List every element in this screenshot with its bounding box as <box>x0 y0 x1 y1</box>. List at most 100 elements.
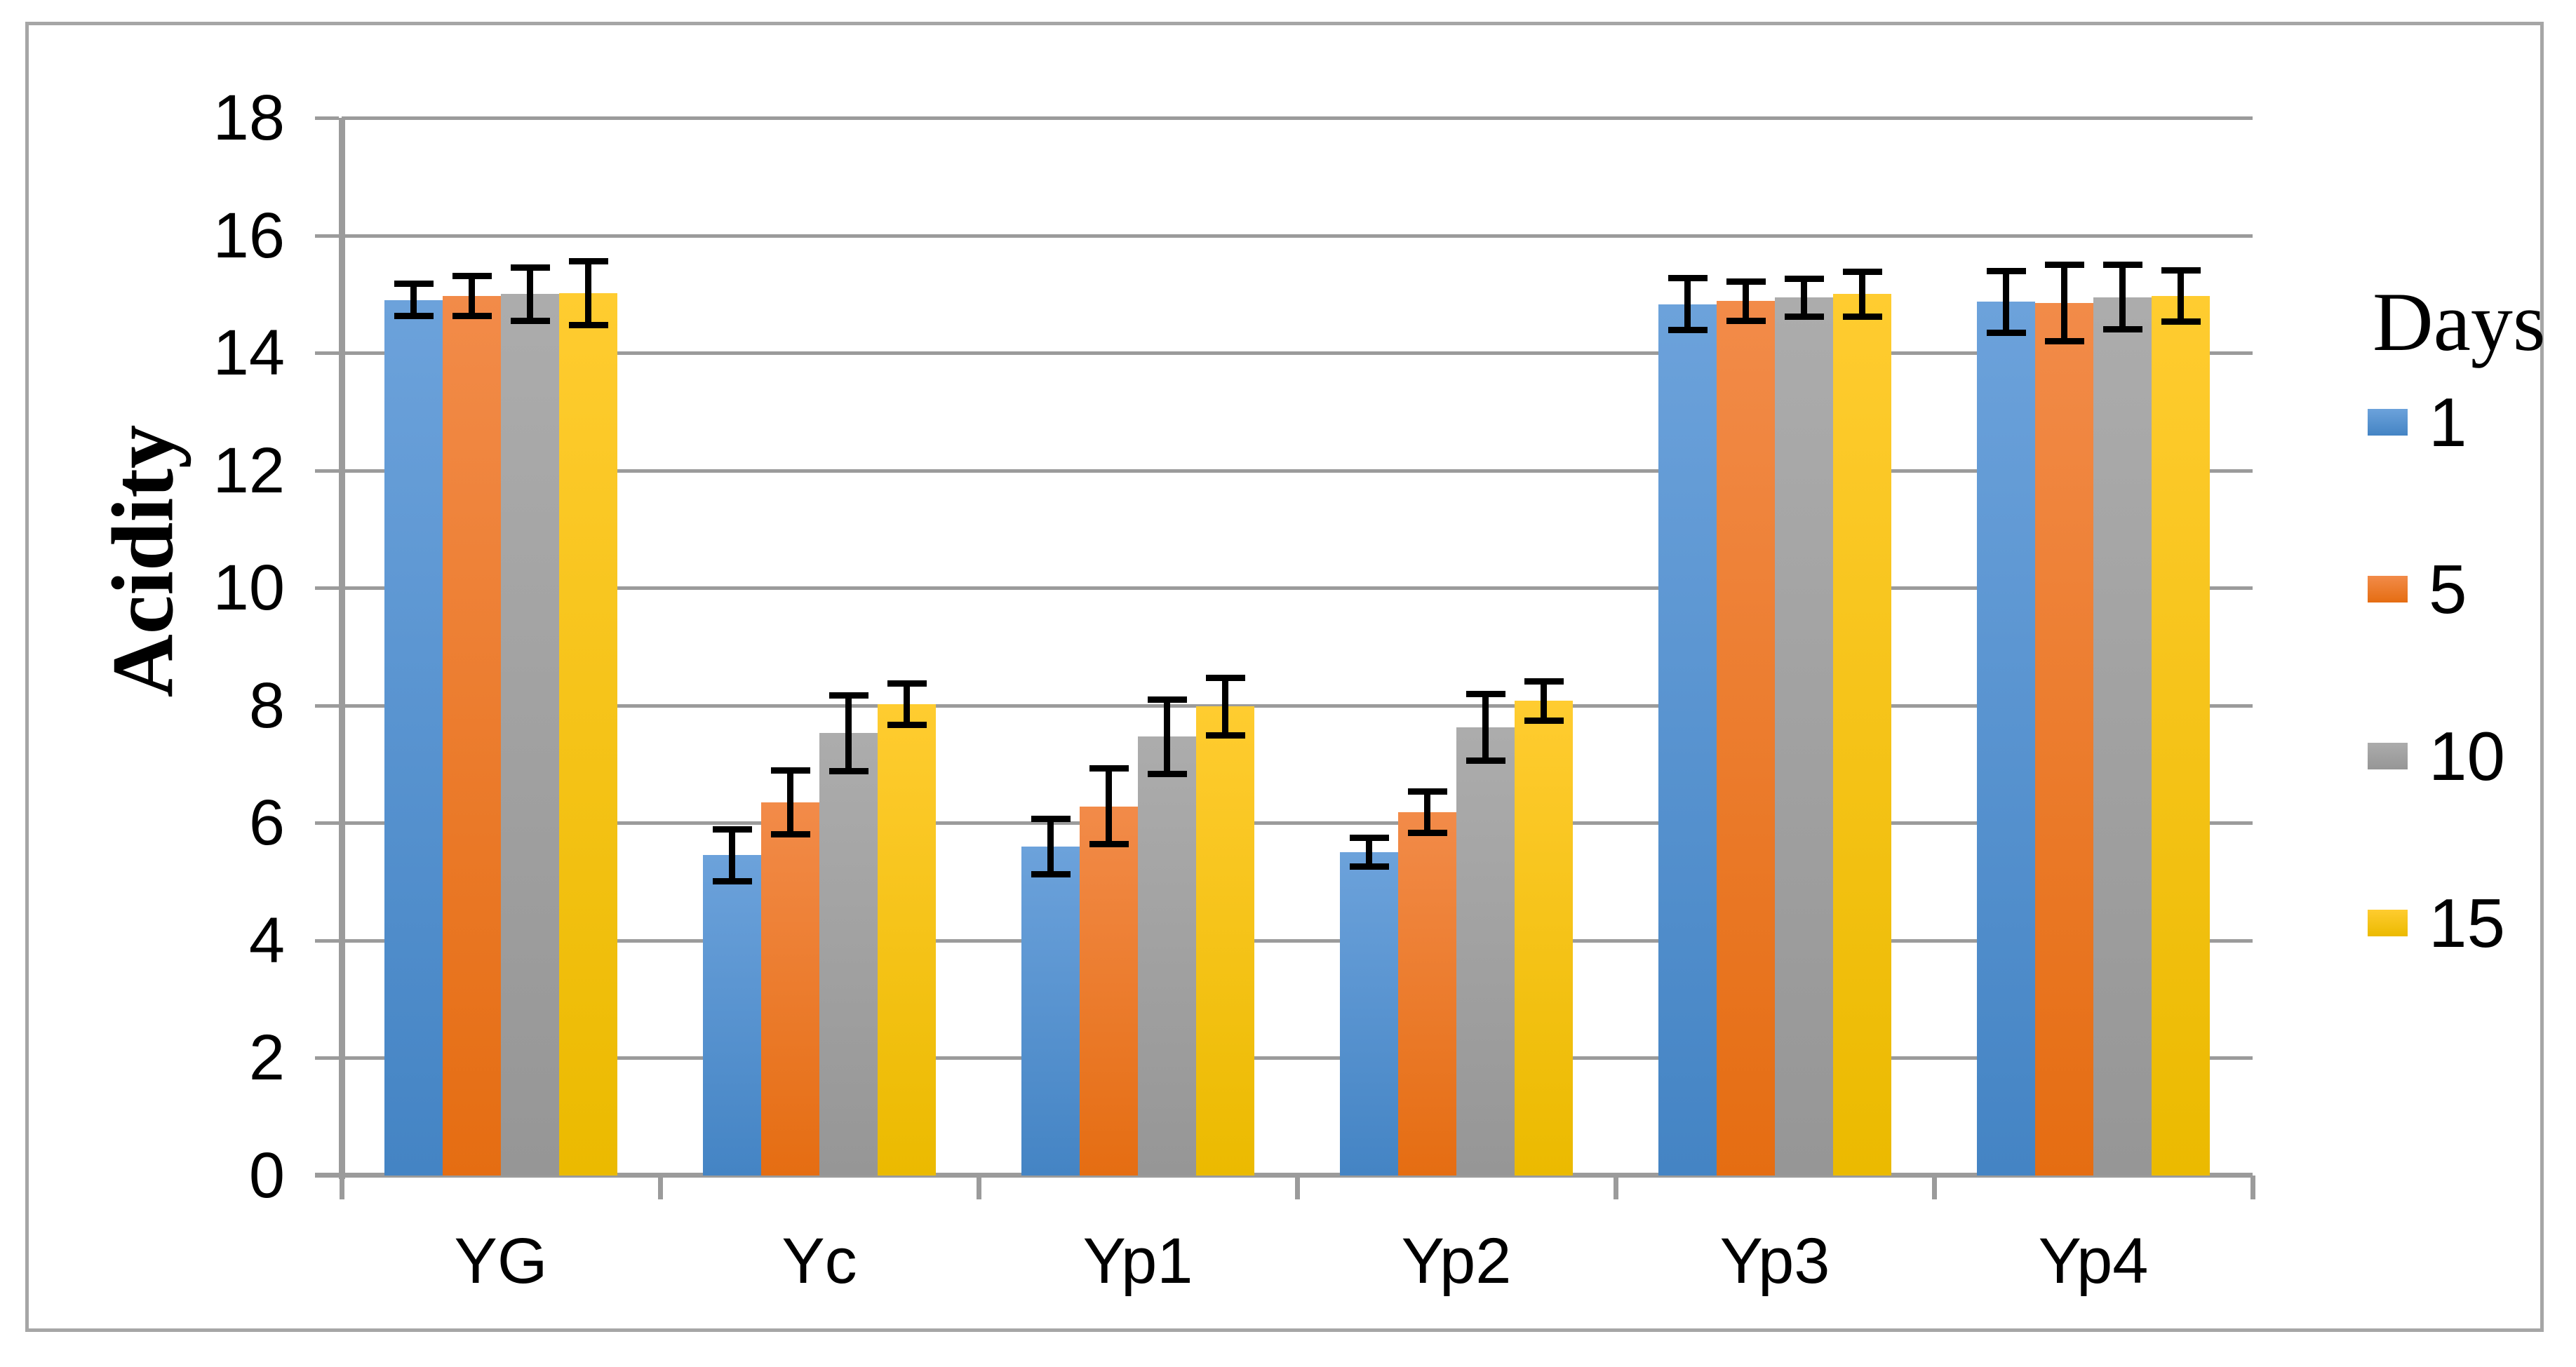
y-tick-0 <box>315 1174 339 1178</box>
bar-YG-day15 <box>559 292 617 1176</box>
errorbar-cap-bottom-Yp1-day1 <box>1031 871 1071 878</box>
y-tick-label-14: 14 <box>213 317 285 389</box>
errorbar-cap-bottom-Yp4-day10 <box>2102 326 2142 333</box>
y-tick-label-12: 12 <box>213 434 285 506</box>
y-tick-label-18: 18 <box>213 82 285 154</box>
errorbar-Yc-day10 <box>845 694 852 772</box>
errorbar-cap-top-Yc-day15 <box>887 680 927 687</box>
legend-item-day15: 15 <box>2368 889 2505 957</box>
errorbar-cap-top-Yp3-day10 <box>1784 275 1824 282</box>
legend-label-day1: 1 <box>2429 384 2467 461</box>
errorbar-Yp4-day5 <box>2061 264 2067 342</box>
errorbar-cap-top-Yp2-day1 <box>1349 835 1389 842</box>
y-tick-12 <box>315 469 339 473</box>
gridline-8 <box>342 703 2253 708</box>
errorbar-cap-top-Yp3-day15 <box>1842 268 1882 275</box>
errorbar-YG-day10 <box>527 267 533 321</box>
legend-item-day1: 1 <box>2368 388 2467 457</box>
errorbar-cap-bottom-Yp3-day1 <box>1668 327 1708 334</box>
errorbar-Yp3-day1 <box>1684 277 1691 331</box>
errorbar-cap-top-Yp4-day10 <box>2102 261 2142 268</box>
errorbar-Yp3-day10 <box>1801 278 1807 317</box>
y-tick-8 <box>315 703 339 708</box>
errorbar-cap-bottom-YG-day15 <box>568 321 608 328</box>
x-tick-0 <box>340 1176 344 1199</box>
x-category-label-Yp4: Yp4 <box>2038 1225 2149 1297</box>
errorbar-cap-bottom-Yc-day5 <box>770 831 810 838</box>
errorbar-cap-bottom-Yp1-day5 <box>1089 841 1129 848</box>
legend-item-day10: 10 <box>2368 722 2505 790</box>
y-tick-label-6: 6 <box>248 787 285 859</box>
errorbar-YG-day15 <box>585 260 591 325</box>
errorbar-YG-day1 <box>410 283 417 317</box>
errorbar-Yp2-day10 <box>1482 694 1489 761</box>
y-tick-18 <box>315 116 339 120</box>
errorbar-cap-bottom-Yp4-day5 <box>2044 338 2084 345</box>
errorbar-Yp2-day5 <box>1424 791 1430 834</box>
errorbar-Yp1-day1 <box>1047 818 1054 875</box>
legend-swatch-day15 <box>2368 910 2408 936</box>
y-tick-14 <box>315 351 339 356</box>
x-category-label-Yp1: Yp1 <box>1082 1225 1193 1297</box>
bar-Yp1-day10 <box>1138 736 1196 1176</box>
y-tick-label-10: 10 <box>213 552 285 624</box>
errorbar-Yp4-day15 <box>2178 269 2184 322</box>
y-tick-label-8: 8 <box>248 669 285 741</box>
errorbar-Yc-day1 <box>729 828 735 882</box>
errorbar-cap-bottom-Yc-day15 <box>887 722 927 729</box>
errorbar-cap-top-YG-day15 <box>568 257 608 264</box>
gridline-18 <box>342 116 2253 120</box>
errorbar-cap-top-Yp3-day1 <box>1668 274 1708 281</box>
errorbar-cap-top-Yp2-day15 <box>1524 678 1564 685</box>
errorbar-cap-top-Yp2-day10 <box>1465 691 1505 698</box>
y-tick-10 <box>315 586 339 591</box>
x-category-label-YG: YG <box>454 1225 548 1297</box>
errorbar-Yp1-day10 <box>1164 699 1170 774</box>
errorbar-Yp4-day10 <box>2119 264 2126 330</box>
x-category-label-Yc: Yc <box>781 1225 857 1297</box>
bar-Yp4-day10 <box>2093 297 2152 1176</box>
bar-Yp2-day5 <box>1398 812 1456 1176</box>
gridline-4 <box>342 938 2253 943</box>
errorbar-cap-top-YG-day5 <box>452 272 492 279</box>
gridline-2 <box>342 1056 2253 1060</box>
legend-label-day5: 5 <box>2429 551 2467 628</box>
bar-Yc-day15 <box>878 704 936 1176</box>
gridline-16 <box>342 234 2253 238</box>
bar-Yp2-day10 <box>1456 727 1515 1176</box>
errorbar-cap-bottom-Yp2-day1 <box>1349 863 1389 870</box>
bar-Yp3-day5 <box>1717 301 1775 1176</box>
x-tick-3 <box>1295 1176 1300 1199</box>
bar-Yp1-day15 <box>1196 706 1254 1176</box>
gridline-6 <box>342 821 2253 826</box>
errorbar-cap-top-Yc-day1 <box>712 826 752 833</box>
errorbar-Yp3-day15 <box>1859 271 1865 317</box>
errorbar-Yp1-day15 <box>1222 677 1228 736</box>
errorbar-cap-bottom-Yc-day1 <box>712 878 752 885</box>
errorbar-cap-top-Yc-day5 <box>770 767 810 774</box>
legend-item-day5: 5 <box>2368 555 2467 624</box>
x-tick-2 <box>977 1176 981 1199</box>
legend-title: Days <box>2373 275 2546 368</box>
y-tick-4 <box>315 938 339 943</box>
errorbar-cap-top-Yp1-day1 <box>1031 815 1071 822</box>
bar-YG-day5 <box>443 295 501 1176</box>
errorbar-Yp2-day15 <box>1541 680 1547 721</box>
errorbar-cap-bottom-Yp2-day5 <box>1407 830 1447 837</box>
x-tick-4 <box>1614 1176 1618 1199</box>
errorbar-cap-top-Yp2-day5 <box>1407 788 1447 795</box>
x-tick-6 <box>2250 1176 2255 1199</box>
gridline-10 <box>342 586 2253 591</box>
legend-swatch-day1 <box>2368 409 2408 436</box>
bar-Yc-day1 <box>703 855 761 1176</box>
y-tick-label-16: 16 <box>213 199 285 271</box>
y-tick-label-4: 4 <box>248 904 285 976</box>
errorbar-cap-bottom-Yp1-day10 <box>1147 770 1187 777</box>
errorbar-cap-top-YG-day10 <box>510 264 550 271</box>
errorbar-Yc-day15 <box>904 682 910 726</box>
errorbar-cap-bottom-Yp2-day10 <box>1465 757 1505 764</box>
errorbar-cap-bottom-Yp3-day10 <box>1784 314 1824 320</box>
bar-Yp3-day1 <box>1658 304 1717 1176</box>
errorbar-Yp4-day1 <box>2003 270 2009 333</box>
x-axis-line <box>315 1173 2253 1178</box>
